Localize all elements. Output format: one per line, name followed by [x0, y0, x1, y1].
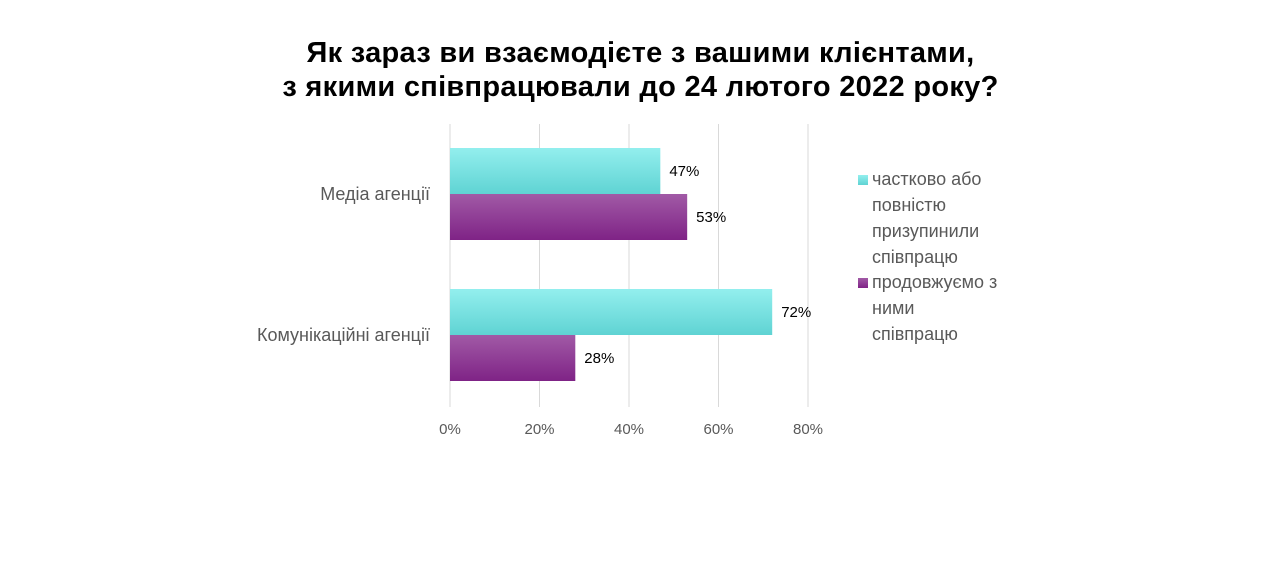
legend-swatch	[858, 278, 868, 288]
bar	[450, 289, 773, 335]
legend-entry-text: частково або	[872, 169, 981, 189]
data-label: 28%	[584, 350, 614, 367]
legend-entry-text: продовжуємо з	[872, 272, 997, 292]
data-label: 47%	[669, 163, 699, 180]
x-axis-tick-labels: 0% 20% 40% 60% 80%	[439, 421, 823, 438]
x-tick-label: 80%	[793, 421, 823, 438]
legend-entry-text: ними	[872, 298, 914, 318]
x-tick-label: 0%	[439, 421, 461, 438]
bar	[450, 335, 576, 381]
x-tick-label: 20%	[524, 421, 554, 438]
data-label: 72%	[781, 304, 811, 321]
x-tick-label: 40%	[614, 421, 644, 438]
legend: частково або повністю призупинили співпрацю…	[858, 169, 997, 344]
category-label: Медіа агенції	[320, 184, 430, 204]
legend-entry-text: співпрацю	[872, 324, 958, 344]
category-labels: Медіа агенції Комунікаційні агенції	[257, 184, 430, 345]
chart-title-line-1: Як зараз ви взаємодієте з вашими клієнта…	[306, 37, 975, 69]
legend-entry-text: призупинили	[872, 221, 979, 241]
legend-entry-text: співпрацю	[872, 247, 958, 267]
data-label: 53%	[696, 209, 726, 226]
bar	[450, 148, 661, 194]
legend-swatch	[858, 175, 868, 185]
legend-entry-text: повністю	[872, 195, 946, 215]
category-label: Комунікаційні агенції	[257, 325, 430, 345]
x-tick-label: 60%	[703, 421, 733, 438]
bars	[450, 148, 773, 381]
chart-title-line-2: з якими співпрацювали до 24 лютого 2022 …	[282, 71, 999, 103]
data-labels: 47% 53% 72% 28%	[584, 163, 811, 367]
bar	[450, 194, 688, 240]
